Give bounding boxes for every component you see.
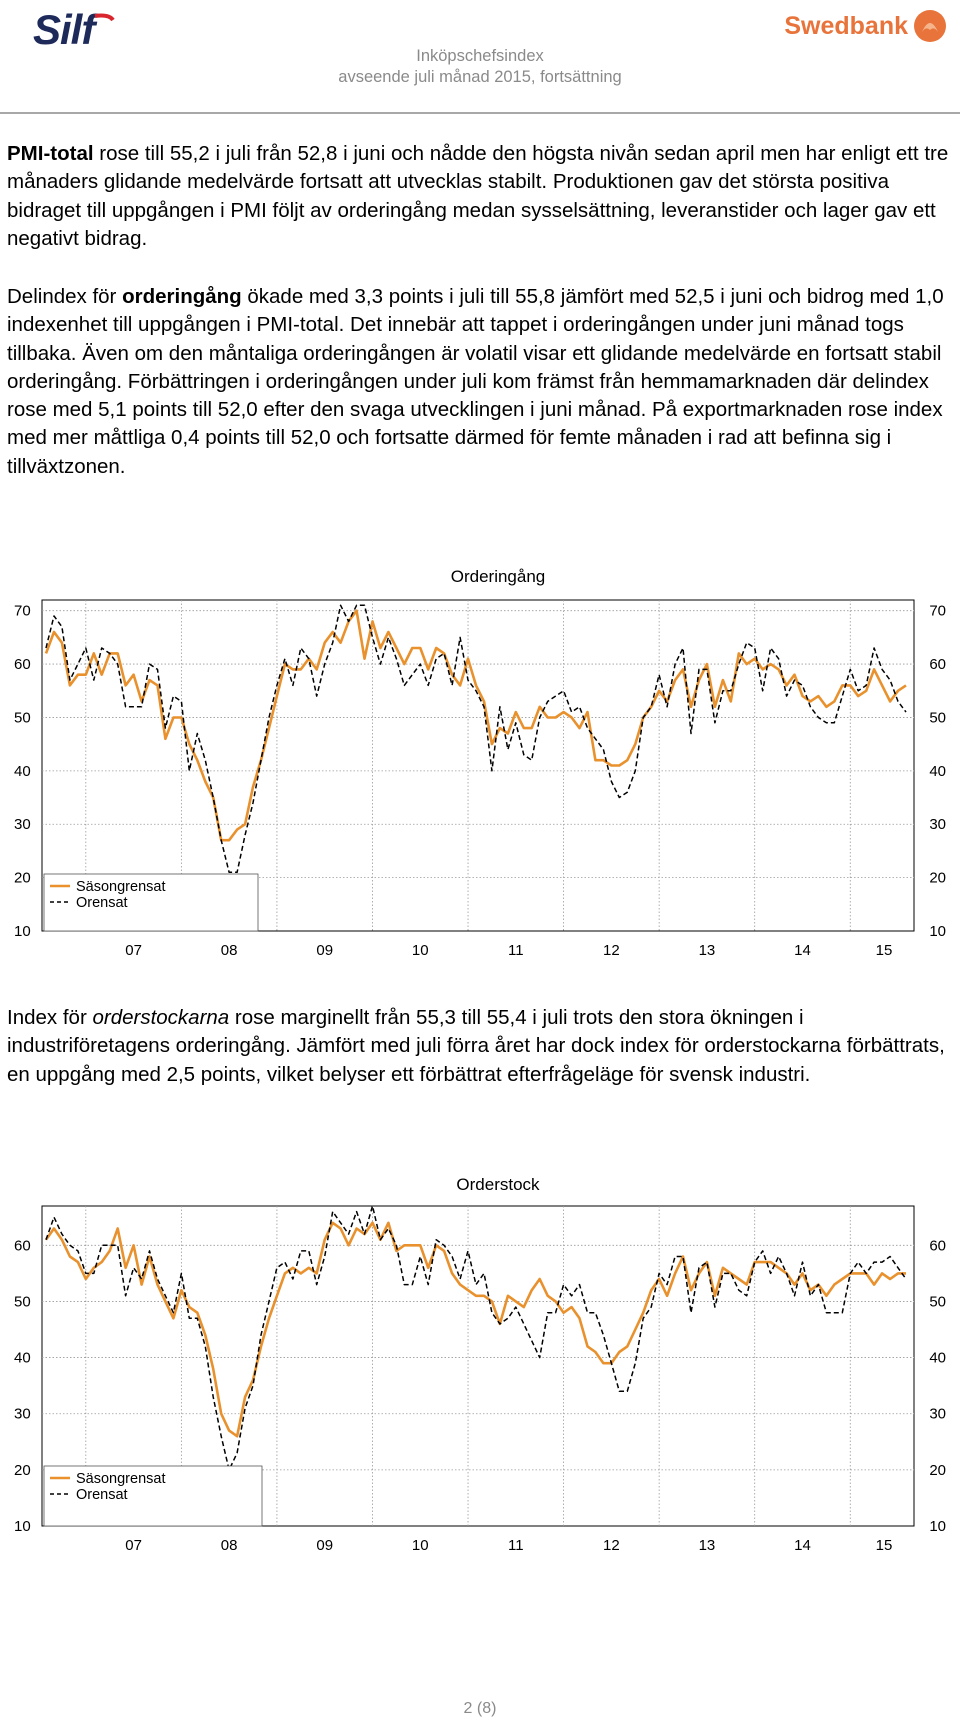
series-line-orensat (45, 604, 907, 874)
y-tick-label-right: 50 (929, 1293, 946, 1310)
y-tick-label-right: 50 (929, 709, 946, 726)
y-tick-label-right: 10 (929, 923, 946, 940)
orderingang-text: ökade med 3,3 points i juli till 55,8 jä… (7, 285, 944, 478)
x-tick-label: 07 (125, 942, 142, 959)
y-tick-label-left: 40 (14, 763, 31, 780)
y-tick-label-left: 20 (14, 870, 31, 887)
y-tick-label-right: 40 (929, 763, 946, 780)
x-tick-label: 13 (699, 1537, 716, 1554)
x-tick-label: 10 (412, 942, 429, 959)
y-tick-label-left: 30 (14, 816, 31, 833)
y-tick-label-right: 20 (929, 1462, 946, 1479)
x-tick-label: 14 (794, 942, 811, 959)
y-tick-label-left: 20 (14, 1462, 31, 1479)
orderstock-pre: Index för (7, 1006, 93, 1029)
y-tick-label-left: 30 (14, 1406, 31, 1423)
page-title: Inköpschefsindex avseende juli månad 201… (0, 46, 960, 88)
chart-title: Orderstock (456, 1175, 540, 1194)
x-tick-label: 12 (603, 942, 620, 959)
y-tick-label-right: 30 (929, 816, 946, 833)
y-tick-label-left: 60 (14, 1237, 31, 1254)
chart-orderingang: Orderingång 10 10 20 20 30 30 40 40 50 50 60 60 70 70 0… (14, 567, 946, 959)
y-tick-label-left: 50 (14, 709, 31, 726)
y-tick-label-right: 60 (929, 1237, 946, 1254)
series-line-orensat (45, 1205, 907, 1471)
y-tick-label-left: 40 (14, 1350, 31, 1367)
x-tick-label: 09 (316, 1537, 333, 1554)
orderstock-text: rose marginellt från 55,3 till 55,4 i ju… (7, 1006, 945, 1086)
y-tick-label-right: 40 (929, 1350, 946, 1367)
plot-frame (41, 599, 915, 932)
y-tick-label-right: 70 (929, 603, 946, 620)
x-tick-label: 08 (221, 942, 238, 959)
pmi-total-term: PMI-total (7, 142, 94, 165)
swedbank-oak-icon (914, 10, 946, 42)
title-line-2: avseende juli månad 2015, fortsättning (338, 68, 622, 86)
x-tick-label: 10 (412, 1537, 429, 1554)
header-divider (0, 112, 960, 114)
y-tick-label-right: 30 (929, 1406, 946, 1423)
y-tick-label-right: 10 (929, 1518, 946, 1535)
series-line-sasongrensat (44, 1221, 906, 1438)
legend-box (43, 1465, 263, 1527)
chart-orderstock: Orderstock 10 10 20 20 30 30 40 40 50 50 60 60 07 08 09… (14, 1175, 946, 1554)
paragraph-orderstock: Index för orderstockarna rose marginellt… (7, 1004, 952, 1089)
silf-logo: Silf (33, 6, 95, 53)
silf-logo-swoosh-icon (94, 13, 115, 22)
x-tick-label: 13 (699, 942, 716, 959)
x-tick-label: 08 (221, 1537, 238, 1554)
legend-label: Säsongrensat (76, 1471, 165, 1487)
x-tick-label: 11 (508, 1537, 524, 1554)
paragraph-pmi-total: PMI-total rose till 55,2 i juli från 52,… (7, 140, 952, 253)
legend-label: Orensat (76, 895, 128, 911)
orderingang-pre: Delindex för (7, 285, 123, 308)
page-number: 2 (8) (463, 1700, 497, 1717)
plot-frame (41, 1205, 915, 1527)
y-tick-label-right: 20 (929, 870, 946, 887)
y-tick-label-left: 10 (14, 1518, 31, 1535)
x-tick-label: 07 (125, 1537, 142, 1554)
series-line-sasongrensat (44, 609, 907, 842)
pmi-total-text: rose till 55,2 i juli från 52,8 i juni o… (7, 142, 949, 250)
legend-label: Säsongrensat (76, 879, 165, 895)
x-tick-label: 15 (876, 942, 893, 959)
title-line-1: Inköpschefsindex (416, 47, 544, 65)
legend-box (43, 873, 259, 932)
y-tick-label-left: 60 (14, 656, 31, 673)
y-tick-label-left: 10 (14, 923, 31, 940)
orderingang-term: orderingång (122, 285, 242, 308)
y-tick-label-right: 60 (929, 656, 946, 673)
swedbank-logo-text: Swedbank (784, 11, 908, 40)
orderstock-term: orderstockarna (92, 1006, 230, 1029)
x-tick-label: 11 (508, 942, 524, 959)
y-tick-label-left: 70 (14, 603, 31, 620)
y-tick-label-left: 50 (14, 1293, 31, 1310)
swedbank-logo: Swedbank (784, 8, 948, 44)
x-tick-label: 12 (603, 1537, 620, 1554)
x-tick-label: 14 (794, 1537, 811, 1554)
x-tick-label: 15 (876, 1537, 893, 1554)
chart-title: Orderingång (451, 567, 546, 586)
legend-label: Orensat (76, 1487, 128, 1503)
x-tick-label: 09 (316, 942, 333, 959)
paragraph-orderingang: Delindex för orderingång ökade med 3,3 p… (7, 283, 952, 481)
page-header: Silf Swedbank Inköpschefsindex avseende … (0, 0, 960, 114)
